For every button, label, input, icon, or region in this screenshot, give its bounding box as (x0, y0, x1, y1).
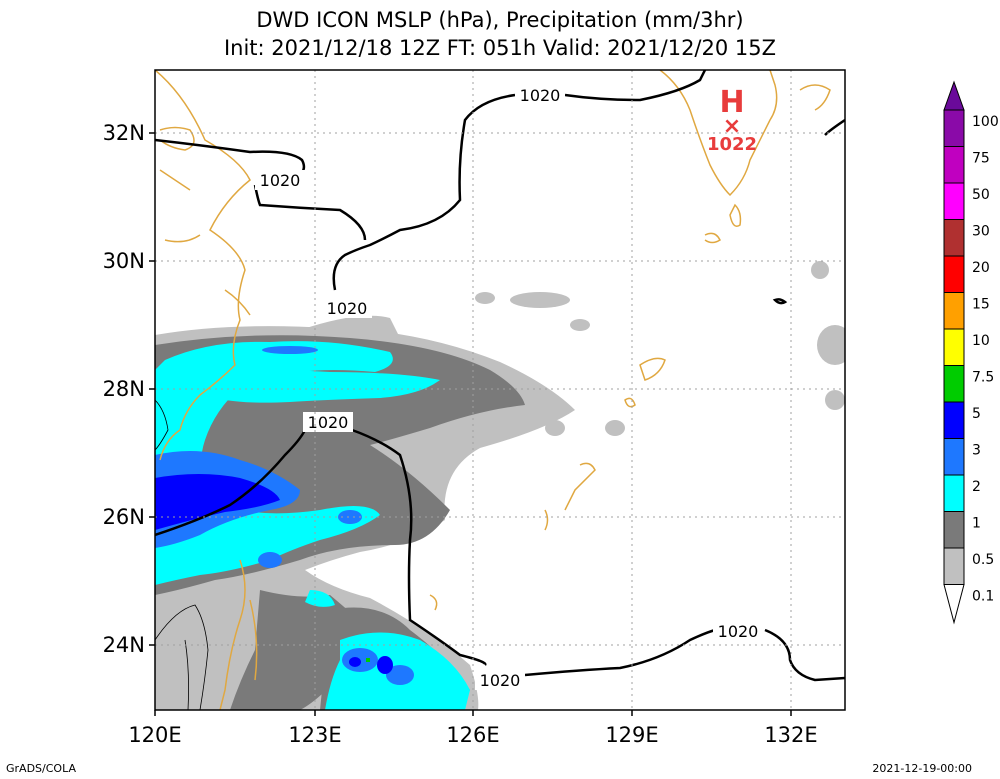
legend-label: 5 (972, 406, 981, 422)
legend-label: 100 (972, 114, 999, 130)
precip-3 (155, 474, 393, 674)
legend-arrow-bottom (943, 584, 965, 625)
high-marker: × (723, 114, 741, 139)
coastlines (155, 70, 831, 710)
legend-label: 3 (972, 443, 981, 459)
lat-label-32n: 32N (103, 121, 145, 145)
high-value: 1022 (707, 134, 757, 155)
legend-swatch (943, 401, 965, 439)
legend-swatch (943, 328, 965, 366)
isobar-label-center: 1020 (308, 413, 349, 432)
isobar-label-northwest: 1020 (260, 171, 301, 190)
axis-ticks (149, 132, 792, 716)
legend-swatch (943, 109, 965, 147)
map-frame (154, 69, 846, 711)
lon-label-126e: 126E (446, 723, 499, 747)
legend-label: 20 (972, 260, 990, 276)
legend-swatch (943, 474, 965, 512)
lon-label-132e: 132E (764, 723, 817, 747)
graticule (155, 70, 845, 710)
legend-label: 50 (972, 187, 990, 203)
chart-title: DWD ICON MSLP (hPa), Precipitation (mm/3… (256, 8, 744, 32)
isobar-label-center-north: 1020 (327, 299, 368, 318)
isobars (155, 70, 845, 682)
legend-label: 15 (972, 297, 990, 313)
legend-label: 0.1 (972, 589, 994, 605)
lat-label-26n: 26N (103, 505, 145, 529)
legend-swatch (943, 547, 965, 585)
isobar-label-north: 1020 (520, 86, 561, 105)
isobar-label-south: 1020 (480, 671, 521, 690)
legend-swatch (943, 146, 965, 184)
precip-legend: 100 75 50 30 20 15 10 7.5 5 3 2 1 0.5 0.1 (943, 80, 999, 625)
legend-label: 7.5 (972, 370, 994, 386)
lat-label-28n: 28N (103, 377, 145, 401)
legend-label: 1 (972, 516, 981, 532)
isobar-label-southeast: 1020 (718, 622, 759, 641)
high-symbol: H (719, 85, 744, 120)
legend-swatch (943, 511, 965, 549)
legend-swatch (943, 255, 965, 293)
lat-label-24n: 24N (103, 633, 145, 657)
footer-credit: GrADS/COLA (6, 762, 76, 775)
legend-arrow-top (943, 80, 965, 111)
legend-swatch (943, 438, 965, 476)
lon-label-129e: 129E (605, 723, 658, 747)
legend-swatch (943, 182, 965, 220)
legend-swatch (943, 365, 965, 403)
lat-label-30n: 30N (103, 249, 145, 273)
map-field: 1020 1020 1020 1020 1020 1020 H × 1022 (155, 70, 845, 710)
lon-label-123e: 123E (288, 723, 341, 747)
legend-label: 0.5 (972, 552, 994, 568)
legend-label: 10 (972, 333, 990, 349)
legend-label: 2 (972, 479, 981, 495)
footer-timestamp: 2021-12-19-00:00 (872, 762, 972, 775)
legend-label: 30 (972, 224, 990, 240)
lon-label-120e: 120E (128, 723, 181, 747)
chart-subtitle: Init: 2021/12/18 12Z FT: 051h Valid: 202… (223, 36, 777, 60)
legend-swatch (943, 292, 965, 330)
legend-label: 75 (972, 151, 990, 167)
high-pressure-center: H × 1022 (707, 85, 757, 155)
border-lines (155, 399, 209, 710)
legend-swatch (943, 219, 965, 257)
